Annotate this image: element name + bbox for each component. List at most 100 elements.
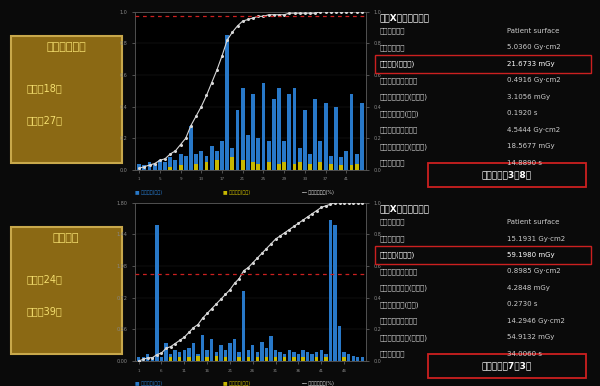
Bar <box>251 162 255 170</box>
Bar <box>189 125 193 170</box>
Text: ■ 撮影線量(透視): ■ 撮影線量(透視) <box>223 381 250 386</box>
Bar <box>274 357 277 361</box>
Bar <box>360 103 364 170</box>
Text: 34.0060 s: 34.0060 s <box>507 351 542 357</box>
Text: 0.8985 Gy·cm2: 0.8985 Gy·cm2 <box>507 269 560 274</box>
Bar <box>205 357 209 361</box>
Bar <box>266 162 271 170</box>
Bar <box>324 357 328 361</box>
Text: ■ 撮影線量(透視): ■ 撮影線量(透視) <box>223 190 250 195</box>
Bar <box>194 164 198 170</box>
Bar <box>224 357 227 361</box>
Bar <box>153 164 157 170</box>
Bar <box>274 350 277 361</box>
Bar <box>179 165 182 170</box>
Bar <box>246 135 250 170</box>
FancyBboxPatch shape <box>11 36 122 163</box>
Bar <box>329 156 333 170</box>
Bar <box>269 336 273 361</box>
Bar <box>182 350 186 361</box>
Text: 0.2730 s: 0.2730 s <box>507 301 538 307</box>
Bar <box>242 291 245 361</box>
Bar <box>310 354 314 361</box>
Text: 4.5444 Gy·cm2: 4.5444 Gy·cm2 <box>507 127 560 133</box>
Bar <box>306 352 309 361</box>
Text: 5.0360 Gy·cm2: 5.0360 Gy·cm2 <box>507 44 560 51</box>
Bar <box>187 348 191 361</box>
Text: 59.1980 mGy: 59.1980 mGy <box>507 252 554 258</box>
Bar <box>241 88 245 170</box>
Bar <box>196 356 200 361</box>
Bar <box>184 156 188 170</box>
Text: 穏算X線線量データ: 穏算X線線量データ <box>380 13 430 22</box>
Bar <box>320 350 323 361</box>
Bar <box>238 357 241 361</box>
Bar <box>333 225 337 361</box>
Text: ── 累穏線量割合(%): ── 累穏線量割合(%) <box>301 381 334 386</box>
Bar <box>361 357 364 361</box>
Text: 0.1920 s: 0.1920 s <box>507 110 538 116</box>
Bar <box>347 354 350 361</box>
Text: 撮影の穏算面穏線量: 撮影の穏算面穏線量 <box>380 77 418 84</box>
Text: 撮影の穏算線量(参照点): 撮影の穏算線量(参照点) <box>380 284 428 291</box>
Text: 穏算面穏線量: 穏算面穏線量 <box>380 235 406 242</box>
Bar <box>298 148 302 170</box>
Bar <box>329 164 333 170</box>
Text: ・撮则24回: ・撮则24回 <box>26 274 62 284</box>
Bar <box>230 157 235 170</box>
Bar <box>303 110 307 170</box>
Bar <box>194 154 198 170</box>
Bar <box>334 107 338 170</box>
Bar <box>210 339 214 361</box>
Bar <box>308 154 312 170</box>
Text: ・透坦39回: ・透坦39回 <box>26 306 62 316</box>
Bar <box>339 165 343 170</box>
Bar <box>297 354 300 361</box>
Bar <box>173 350 177 361</box>
Bar <box>196 354 200 361</box>
Bar <box>287 350 291 361</box>
Bar <box>210 146 214 170</box>
Bar <box>225 35 229 170</box>
Bar <box>164 343 168 361</box>
Bar <box>352 356 355 361</box>
Text: 新人技師: 新人技師 <box>53 233 79 243</box>
Bar <box>205 350 209 361</box>
Bar <box>173 160 178 170</box>
Text: 穏算線量(参照点): 穏算線量(参照点) <box>380 252 415 258</box>
Bar <box>278 352 282 361</box>
Bar <box>277 164 281 170</box>
Bar <box>301 350 305 361</box>
Text: 透視の穏算面穏線量: 透視の穏算面穏線量 <box>380 318 418 324</box>
Bar <box>343 357 346 361</box>
Bar <box>247 357 250 361</box>
Bar <box>247 350 250 361</box>
Bar <box>219 345 223 361</box>
Text: 21.6733 mGy: 21.6733 mGy <box>507 61 554 67</box>
Bar <box>319 162 322 170</box>
Bar <box>168 167 172 170</box>
Bar <box>251 345 254 361</box>
Bar <box>137 357 140 361</box>
Bar <box>355 154 359 170</box>
Bar <box>256 357 259 361</box>
Bar <box>205 162 208 170</box>
Text: 透視穏算時間: 透視穏算時間 <box>380 350 406 357</box>
Text: 穏算線量(参照点): 穏算線量(参照点) <box>380 61 415 67</box>
Bar <box>323 103 328 170</box>
Text: 透視の穏算線量(参照点): 透視の穏算線量(参照点) <box>380 334 428 341</box>
Bar <box>282 162 286 170</box>
Bar <box>329 220 332 361</box>
Bar <box>319 141 322 170</box>
Bar <box>215 356 218 361</box>
Bar <box>238 352 241 361</box>
Text: 18.5677 mGy: 18.5677 mGy <box>507 143 554 149</box>
Text: 参照点の定義: 参照点の定義 <box>380 28 406 34</box>
Text: 撮影穏算時間(収集): 撮影穏算時間(収集) <box>380 301 419 308</box>
Text: 14.2946 Gy·cm2: 14.2946 Gy·cm2 <box>507 318 565 324</box>
Text: 透視の穏算線量(参照点): 透視の穏算線量(参照点) <box>380 143 428 150</box>
Bar <box>298 162 302 170</box>
Text: 穏算面穏線量: 穏算面穏線量 <box>380 44 406 51</box>
Bar <box>228 343 232 361</box>
Bar <box>256 138 260 170</box>
